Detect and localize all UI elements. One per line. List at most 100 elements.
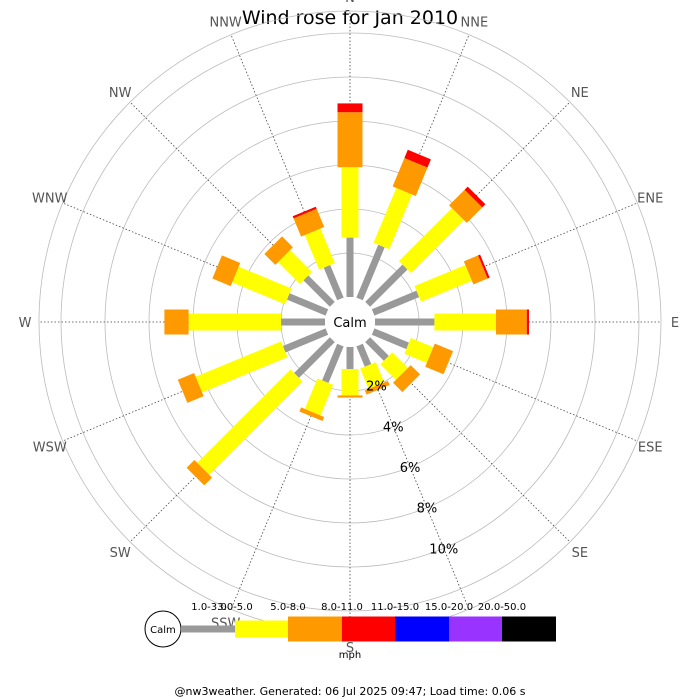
- bar-n-5.0-8.0: [337, 112, 363, 168]
- legend-swatch-1.0-3.0: [181, 625, 235, 633]
- bar-sw-5.0-8.0: [186, 459, 213, 486]
- bar-nw-3.0-5.0: [278, 250, 312, 284]
- ring-label-10: 10%: [429, 542, 458, 557]
- direction-label-n: N: [345, 0, 355, 6]
- bar-nne-3.0-5.0: [373, 187, 413, 250]
- calm-circle-shape: [325, 297, 375, 347]
- bar-ssw-3.0-5.0: [304, 378, 334, 416]
- bar-e-1.0-3.0: [375, 318, 435, 326]
- bar-wsw-5.0-8.0: [177, 373, 204, 403]
- direction-label-s: S: [346, 641, 354, 656]
- bar-w-3.0-5.0: [188, 313, 282, 331]
- bar-nne-8.0-11.0: [404, 149, 431, 168]
- bar-stack-nnw: [292, 206, 344, 301]
- legend-unit: mph: [339, 650, 361, 661]
- legend-swatch-8.0-11.0: [342, 616, 395, 642]
- direction-label-wnw: WNW: [32, 192, 68, 207]
- bar-ne-1.0-3.0: [365, 264, 408, 307]
- direction-label-ese: ESE: [638, 440, 663, 455]
- legend-swatch-3.0-5.0: [235, 620, 288, 638]
- bar-wnw-3.0-5.0: [232, 266, 292, 305]
- bar-nnw-1.0-3.0: [323, 265, 344, 301]
- bar-sw-3.0-5.0: [197, 369, 303, 475]
- bar-wsw-3.0-5.0: [195, 341, 288, 393]
- bar-stack-w: [164, 309, 325, 335]
- legend-label-1.0-3.0: 1.0-3.0: [191, 602, 226, 613]
- bar-ssw-1.0-3.0: [322, 343, 344, 384]
- bar-se-1.0-3.0: [365, 337, 389, 361]
- spoke-nw: [129, 101, 351, 323]
- bar-ssw-5.0-8.0: [299, 407, 325, 422]
- ring-labels: 2% 4% 6% 8% 10%: [366, 380, 458, 558]
- bar-w-1.0-3.0: [281, 318, 325, 326]
- bar-nnw-8.0-11.0: [292, 206, 317, 219]
- bar-sse-3.0-5.0: [360, 362, 385, 390]
- calm-label: Calm: [333, 316, 366, 331]
- direction-label-se: SE: [572, 546, 588, 561]
- ring-label-6: 6%: [400, 461, 421, 476]
- bar-se-5.0-8.0: [393, 365, 421, 393]
- bar-stack-s: [337, 347, 363, 398]
- bar-sse-5.0-8.0: [364, 380, 390, 395]
- bar-nnw-5.0-8.0: [293, 208, 325, 237]
- bar-s-5.0-8.0: [337, 395, 363, 398]
- bar-sse-1.0-3.0: [356, 343, 372, 367]
- bar-sw-1.0-3.0: [294, 337, 335, 378]
- direction-label-nnw: NNW: [209, 16, 241, 31]
- bar-wsw-1.0-3.0: [282, 328, 329, 353]
- bar-stack-ene: [371, 254, 490, 316]
- spoke-sse: [349, 321, 470, 610]
- bar-n-8.0-11.0: [337, 103, 363, 113]
- bar-ne-8.0-11.0: [464, 186, 486, 208]
- bar-stack-nw: [264, 236, 335, 307]
- legend-label-20.0-50.0: 20.0-50.0: [478, 602, 526, 613]
- direction-label-ene: ENE: [637, 192, 663, 207]
- direction-label-ne: NE: [571, 86, 589, 101]
- ring-label-8: 8%: [417, 502, 438, 517]
- bar-ne-3.0-5.0: [399, 208, 464, 273]
- bar-stack-nne: [356, 149, 431, 301]
- bar-ese-3.0-5.0: [404, 338, 434, 363]
- legend-swatch-20.0-50.0: [502, 616, 556, 642]
- bar-nw-1.0-3.0: [303, 275, 335, 307]
- bar-stack-ne: [365, 186, 486, 307]
- bar-stack-n: [337, 103, 363, 297]
- footer-text: @nw3weather. Generated: 06 Jul 2025 09:4…: [175, 685, 526, 698]
- bar-nnw-3.0-5.0: [304, 228, 335, 270]
- calm-circle: Calm: [325, 297, 375, 347]
- direction-label-e: E: [671, 316, 679, 331]
- bar-ese-1.0-3.0: [371, 328, 409, 350]
- spoke-ene: [349, 202, 638, 323]
- direction-label-nne: NNE: [461, 16, 489, 31]
- ring-label-4: 4%: [383, 420, 404, 435]
- bar-s-1.0-3.0: [346, 347, 354, 369]
- spoke-ssw: [230, 321, 351, 610]
- spoke-ese: [349, 321, 638, 442]
- wind-bars: [164, 103, 529, 486]
- bar-nne-1.0-3.0: [356, 244, 385, 301]
- bar-ne-5.0-8.0: [449, 189, 483, 223]
- spoke-nnw: [230, 34, 351, 323]
- bar-ese-5.0-8.0: [425, 343, 454, 375]
- bar-stack-sw: [186, 337, 335, 486]
- legend-swatch-11.0-15.0: [395, 616, 449, 642]
- spoke-wnw: [62, 202, 351, 323]
- bar-ene-1.0-3.0: [371, 290, 420, 316]
- bar-n-1.0-3.0: [346, 237, 354, 297]
- bar-e-5.0-8.0: [496, 309, 527, 335]
- bar-nw-5.0-8.0: [264, 236, 293, 265]
- direction-label-sw: SW: [110, 546, 131, 561]
- bar-s-3.0-5.0: [341, 369, 359, 396]
- bar-n-3.0-5.0: [341, 167, 359, 238]
- bar-stack-wnw: [212, 255, 329, 316]
- legend-label-11.0-15.0: 11.0-15.0: [371, 602, 419, 613]
- bar-wnw-5.0-8.0: [212, 255, 241, 287]
- bar-e-8.0-11.0: [526, 309, 529, 335]
- legend-swatch-5.0-8.0: [288, 616, 342, 642]
- bar-stack-ese: [371, 328, 454, 375]
- direction-label-nw: NW: [109, 86, 132, 101]
- bar-stack-sse: [356, 343, 390, 395]
- legend-swatch-15.0-20.0: [449, 616, 502, 642]
- bar-se-3.0-5.0: [380, 352, 408, 380]
- legend-label-3.0-5.0: 3.0-5.0: [217, 602, 252, 613]
